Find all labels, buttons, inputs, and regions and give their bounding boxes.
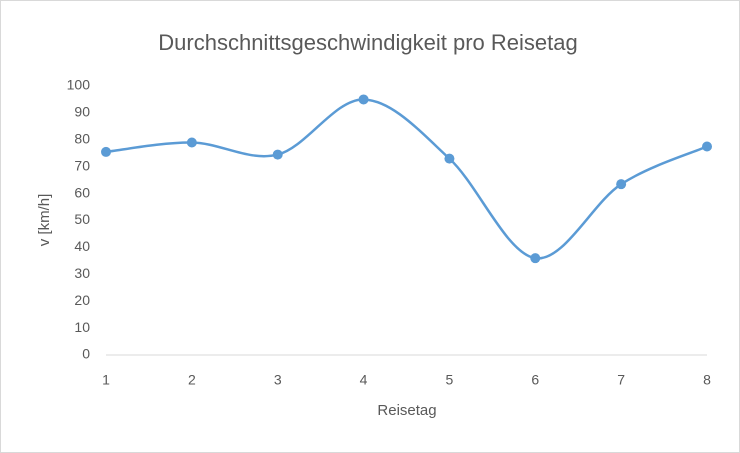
y-tick-label: 30 (74, 265, 90, 281)
data-point (444, 153, 455, 164)
data-point (702, 141, 712, 152)
y-tick-label: 80 (74, 131, 90, 147)
x-tick-label: 5 (446, 372, 454, 388)
x-tick-label: 1 (102, 372, 110, 388)
x-tick-label: 3 (274, 372, 282, 388)
data-point (358, 94, 369, 105)
data-point (530, 253, 541, 264)
data-point (616, 179, 627, 190)
x-tick-label: 6 (531, 372, 539, 388)
y-axis-title: v [km/h] (36, 194, 53, 247)
x-tick-label: 2 (188, 372, 196, 388)
x-tick-label: 7 (617, 372, 625, 388)
data-point (101, 146, 111, 157)
x-tick-label: 8 (703, 372, 711, 388)
y-tick-label: 90 (74, 104, 90, 120)
y-tick-label: 40 (74, 238, 90, 254)
x-axis-title: Reisetag (377, 402, 436, 419)
y-tick-label: 10 (74, 319, 90, 335)
y-tick-label: 70 (74, 157, 90, 173)
y-tick-label: 60 (74, 184, 90, 200)
chart-title: Durchschnittsgeschwindigkeit pro Reiseta… (158, 30, 577, 55)
y-tick-label: 50 (74, 211, 90, 227)
y-tick-label: 20 (74, 292, 90, 308)
data-point (272, 149, 283, 160)
data-point (186, 137, 197, 148)
y-tick-label: 0 (82, 346, 90, 362)
series-line (105, 98, 708, 260)
x-tick-label: 4 (360, 372, 368, 388)
y-tick-label: 100 (67, 77, 91, 93)
